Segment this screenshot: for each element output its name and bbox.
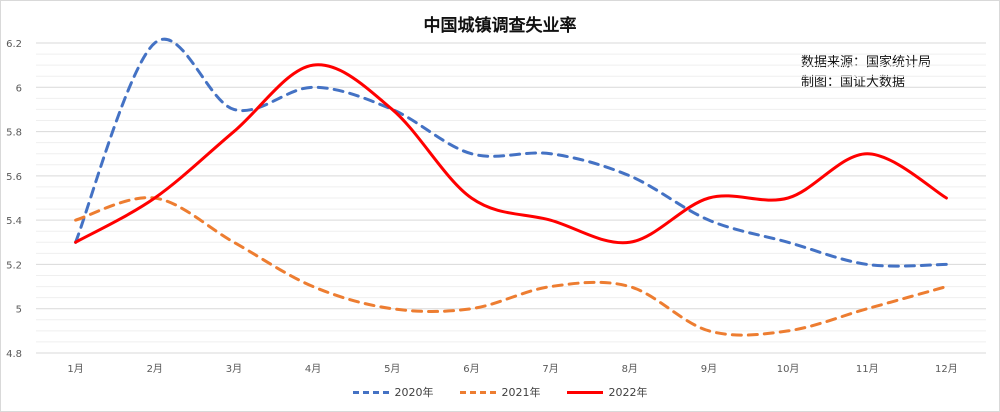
- data-source-text: 数据来源：国家统计局: [801, 55, 932, 70]
- y-tick-label: 5.6: [6, 172, 22, 183]
- y-tick-label: 4.8: [6, 349, 22, 360]
- legend-item: 2022年: [566, 384, 648, 400]
- y-tick-label: 5: [16, 305, 22, 316]
- x-tick-label: 7月: [542, 363, 558, 375]
- y-tick-label: 5.8: [6, 128, 22, 139]
- y-tick-label: 5.2: [6, 260, 22, 271]
- legend-item: 2020年: [352, 384, 434, 400]
- series-line-2022年: [74, 63, 948, 245]
- x-tick-label: 5月: [384, 363, 400, 375]
- legend-swatch: [566, 390, 603, 394]
- series-line-2020年: [74, 37, 948, 268]
- x-tick-label: 4月: [305, 363, 321, 375]
- y-tick-label: 6: [16, 83, 22, 94]
- chart-maker-text: 制图：国证大数据: [801, 75, 906, 90]
- x-tick-label: 2月: [147, 363, 163, 375]
- x-tick-label: 11月: [856, 363, 879, 375]
- x-tick-label: 12月: [935, 363, 958, 375]
- x-tick-label: 9月: [701, 363, 717, 375]
- legend-swatch: [352, 390, 389, 394]
- x-tick-label: 3月: [226, 363, 242, 375]
- y-tick-label: 5.4: [6, 216, 22, 227]
- legend-label: 2021年: [501, 386, 541, 399]
- x-tick-label: 6月: [463, 363, 479, 375]
- chart-legend: 2020年 2021年 2022年: [1, 384, 999, 400]
- legend-label: 2020年: [394, 386, 434, 399]
- source-annotation: 数据来源：国家统计局 制图：国证大数据: [801, 53, 931, 93]
- legend-item: 2021年: [459, 384, 541, 400]
- x-tick-label: 10月: [777, 363, 800, 375]
- series-line-2021年: [74, 196, 948, 337]
- x-tick-label: 8月: [622, 363, 638, 375]
- x-tick-label: 1月: [67, 363, 83, 375]
- legend-label: 2022年: [608, 386, 648, 399]
- legend-swatch: [459, 390, 496, 394]
- chart-title: 中国城镇调查失业率: [423, 16, 577, 36]
- y-tick-label: 6.2: [6, 39, 22, 50]
